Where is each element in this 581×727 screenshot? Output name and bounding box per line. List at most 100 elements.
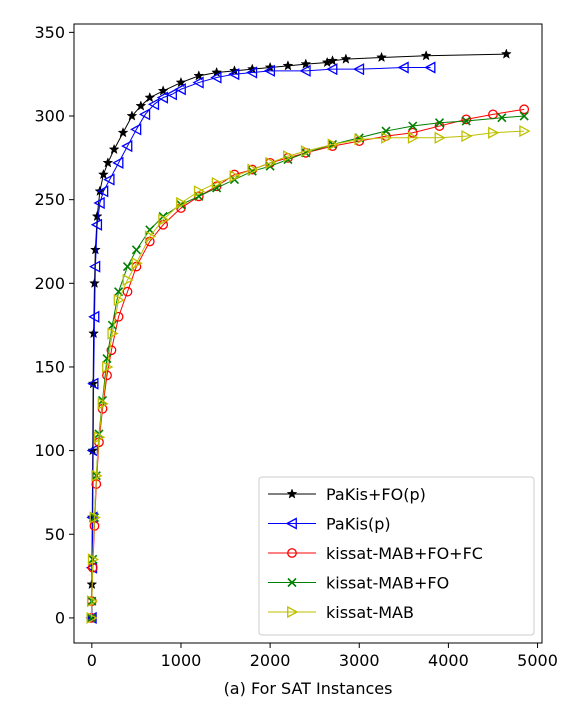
data-point: [500, 48, 512, 59]
data-point: [106, 345, 117, 356]
data-point: [354, 133, 366, 146]
plot-frame: [73, 23, 543, 644]
y-tick-label: 250: [34, 190, 65, 209]
x-tick-label: 5000: [517, 651, 558, 670]
data-point: [97, 397, 109, 410]
series-layer: [85, 48, 531, 624]
data-point: [88, 327, 100, 339]
data-point: [210, 71, 222, 84]
data-point: [407, 131, 420, 144]
legend-marker: [287, 605, 299, 619]
data-point: [192, 76, 204, 89]
y-tick-label: 150: [34, 357, 65, 376]
legend-marker: [287, 548, 297, 558]
data-point: [122, 262, 133, 272]
data-point: [93, 196, 105, 210]
data-point: [91, 210, 103, 222]
data-point: [245, 66, 258, 79]
legend: PaKis+FO(p) PaKis(p) kissat-MAB+FO+FC kissa…: [258, 476, 535, 636]
data-point: [434, 118, 445, 128]
data-point: [158, 213, 170, 226]
data-point: [211, 176, 223, 190]
x-tick-label: 4000: [428, 651, 469, 670]
legend-label: kissat-MAB: [326, 603, 414, 622]
legend-marker: [285, 517, 297, 530]
data-point: [88, 310, 100, 323]
data-point: [420, 50, 432, 61]
x-tick-label: 0: [87, 651, 97, 670]
data-point: [102, 360, 114, 374]
data-point: [97, 168, 109, 180]
data-point: [488, 126, 500, 139]
data-point: [326, 63, 338, 76]
y-tick-label: 350: [34, 23, 65, 42]
y-axis: 0 50 100 150 200 250 300 350: [34, 23, 74, 627]
data-point: [340, 53, 352, 64]
data-point: [157, 85, 169, 96]
legend-label: kissat-MAB+FO+FC: [326, 544, 483, 563]
legend-label: kissat-MAB+FO: [326, 574, 449, 593]
data-point: [121, 140, 133, 153]
data-point: [461, 116, 471, 126]
data-point: [165, 88, 177, 101]
legend-marker: [286, 488, 298, 499]
data-point: [461, 114, 472, 125]
data-point: [122, 286, 133, 297]
data-point: [117, 127, 129, 138]
y-tick-label: 300: [34, 107, 65, 126]
data-point: [229, 170, 241, 183]
x-tick-label: 1000: [161, 651, 202, 670]
data-point: [103, 173, 115, 186]
data-point: [156, 91, 169, 104]
data-point: [376, 51, 387, 63]
data-point: [519, 124, 531, 138]
series-4: [86, 124, 531, 624]
series-line: [91, 67, 431, 618]
data-point: [175, 76, 187, 88]
data-point: [265, 156, 277, 169]
data-point: [519, 111, 529, 121]
data-point: [112, 156, 124, 169]
data-point: [327, 138, 339, 151]
data-point: [131, 257, 143, 270]
data-point: [90, 218, 103, 231]
data-point: [174, 83, 186, 96]
x-axis-label: (a) For SAT Instances: [224, 679, 393, 698]
data-point: [135, 100, 147, 111]
legend-box: [258, 476, 535, 636]
y-tick-label: 0: [55, 608, 65, 627]
data-point: [91, 469, 103, 482]
data-point: [144, 91, 156, 103]
data-point: [497, 113, 507, 123]
data-point: [193, 70, 205, 81]
data-point: [97, 185, 109, 198]
data-point: [193, 185, 206, 198]
data-point: [144, 230, 157, 243]
data-point: [282, 60, 294, 71]
data-point: [247, 163, 259, 176]
data-point: [89, 277, 100, 288]
data-point: [283, 150, 295, 163]
series-0: [85, 48, 512, 623]
data-point: [89, 511, 101, 524]
data-point: [299, 64, 311, 77]
x-tick-label: 3000: [339, 651, 380, 670]
x-axis: 0 1000 2000 3000 4000 5000: [87, 643, 558, 670]
data-point: [461, 129, 473, 143]
data-point: [107, 327, 119, 340]
data-point: [86, 595, 99, 608]
data-point: [130, 123, 142, 136]
data-point: [102, 157, 114, 168]
data-point: [94, 431, 106, 444]
data-point: [263, 64, 276, 77]
y-tick-label: 200: [34, 274, 65, 293]
data-point: [408, 121, 418, 131]
legend-label: PaKis(p): [326, 515, 391, 534]
series-line: [90, 53, 507, 618]
data-point: [122, 273, 134, 287]
data-point: [327, 55, 338, 66]
data-point: [434, 131, 446, 144]
data-point: [519, 104, 530, 115]
data-point: [89, 244, 101, 255]
data-point: [102, 354, 112, 364]
